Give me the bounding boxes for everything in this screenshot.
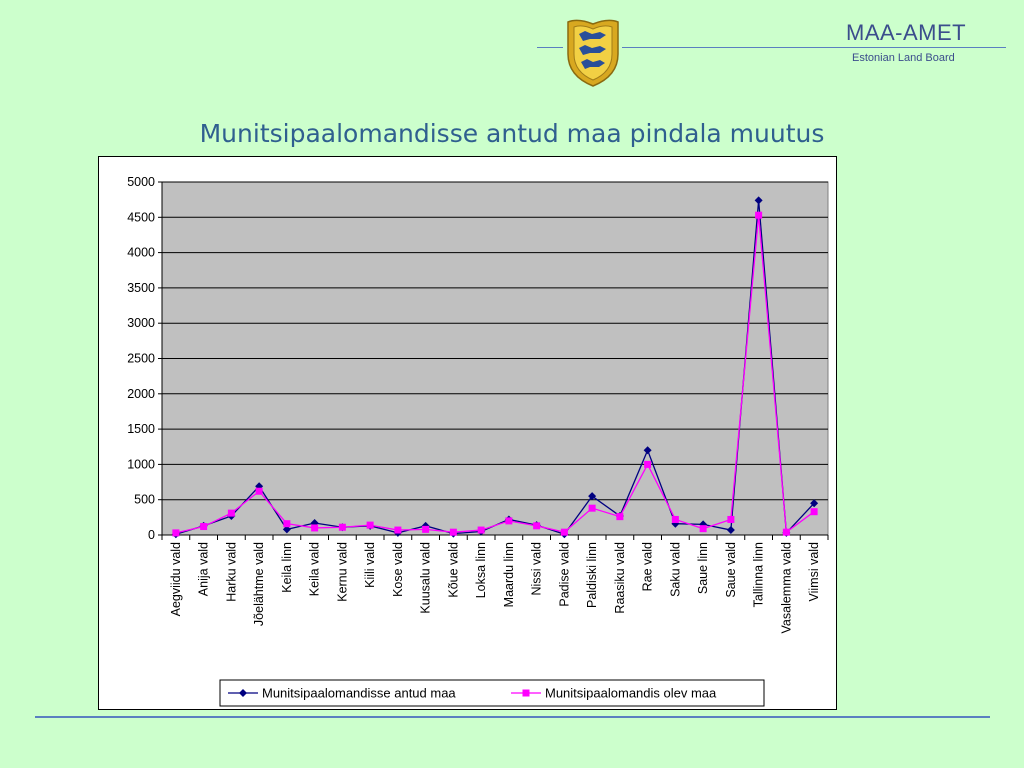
data-point	[588, 492, 597, 501]
chart-frame: 0 500 1000 1500 2000 2500 3000 3500 4000 4500 5000…	[98, 156, 837, 710]
x-tick-label: Kõue vald	[446, 542, 460, 598]
data-point	[644, 460, 652, 468]
data-point	[172, 529, 180, 537]
data-point	[533, 522, 541, 530]
x-tick-label: Kiili vald	[363, 542, 377, 588]
data-point	[671, 515, 679, 523]
data-point	[449, 528, 457, 536]
data-point	[560, 528, 568, 536]
data-point	[227, 509, 235, 517]
y-tick-label: 500	[134, 493, 155, 507]
x-tick-label: Kose vald	[391, 542, 405, 597]
x-tick-label: Jõelähtme vald	[252, 542, 266, 626]
x-tick-label: Keila vald	[308, 542, 322, 596]
x-tick-label: Nissi vald	[530, 542, 544, 596]
x-tick-label: Saue linn	[696, 542, 710, 594]
x-tick-label: Keila linn	[280, 542, 294, 593]
data-point	[699, 525, 707, 533]
data-point	[366, 521, 374, 529]
data-point	[282, 525, 291, 534]
y-tick-label: 4000	[127, 246, 155, 260]
brand-name: MAA-AMET	[846, 20, 967, 45]
data-point	[505, 517, 513, 525]
data-point	[616, 513, 624, 521]
y-tick-label: 4500	[127, 210, 155, 224]
data-point	[283, 520, 291, 528]
x-tick-label: Rae vald	[641, 542, 655, 591]
x-tick-label: Vasalemma vald	[779, 542, 793, 634]
x-tick-label: Viimsi vald	[807, 542, 821, 602]
x-tick-label: Saue vald	[724, 542, 738, 598]
header-rule-left	[537, 47, 563, 48]
data-point	[726, 526, 735, 535]
data-point	[782, 528, 790, 536]
x-tick-label: Aegviidu vald	[169, 542, 183, 616]
y-tick-label: 2500	[127, 352, 155, 366]
data-point	[422, 525, 430, 533]
data-point	[588, 504, 596, 512]
data-point	[754, 196, 763, 205]
line-chart: 0 500 1000 1500 2000 2500 3000 3500 4000 4500 5000…	[127, 175, 829, 707]
x-tick-label: Padise vald	[557, 542, 571, 607]
x-tick-label: Loksa linn	[474, 542, 488, 598]
data-point	[643, 446, 652, 455]
x-tick-label: Maardu linn	[502, 542, 516, 607]
legend	[219, 679, 765, 707]
y-tick-label: 3000	[127, 316, 155, 330]
slide-title: Munitsipaalomandisse antud maa pindala m…	[199, 119, 825, 148]
x-tick-label: Anija vald	[197, 542, 211, 596]
header-rule-right	[622, 47, 1006, 48]
data-point	[394, 526, 402, 534]
y-tick-label: 5000	[127, 175, 155, 189]
data-point	[810, 499, 819, 508]
data-point	[338, 523, 346, 531]
x-tick-label: Raasiku vald	[613, 542, 627, 614]
x-tick-label: Paldiski linn	[585, 542, 599, 608]
footer-rule	[35, 716, 990, 718]
data-point	[727, 515, 735, 523]
data-point	[311, 524, 319, 532]
y-tick-label: 3500	[127, 281, 155, 295]
data-point	[200, 523, 208, 531]
data-point	[755, 211, 763, 219]
x-tick-label: Kernu vald	[335, 542, 349, 602]
legend-label: Munitsipaalomandis olev maa	[545, 686, 717, 701]
y-tick-label: 0	[148, 528, 155, 542]
data-point	[671, 519, 680, 528]
y-tick-label: 1500	[127, 422, 155, 436]
data-point	[477, 526, 485, 534]
legend-marker	[239, 689, 247, 697]
legend-marker	[522, 689, 530, 697]
y-tick-label: 2000	[127, 387, 155, 401]
data-point	[699, 520, 708, 529]
data-point	[810, 508, 818, 516]
estonian-coat-of-arms-icon	[567, 19, 619, 87]
data-point	[421, 521, 430, 530]
y-tick-label: 1000	[127, 457, 155, 471]
brand-subtitle: Estonian Land Board	[852, 52, 955, 64]
legend-label: Munitsipaalomandisse antud maa	[262, 686, 456, 701]
data-point	[255, 487, 263, 495]
x-tick-label: Saku vald	[668, 542, 682, 597]
x-tick-label: Tallinna linn	[752, 542, 766, 607]
x-tick-label: Kuusalu vald	[419, 542, 433, 614]
series-line	[175, 215, 815, 534]
x-tick-label: Harku vald	[224, 542, 238, 602]
